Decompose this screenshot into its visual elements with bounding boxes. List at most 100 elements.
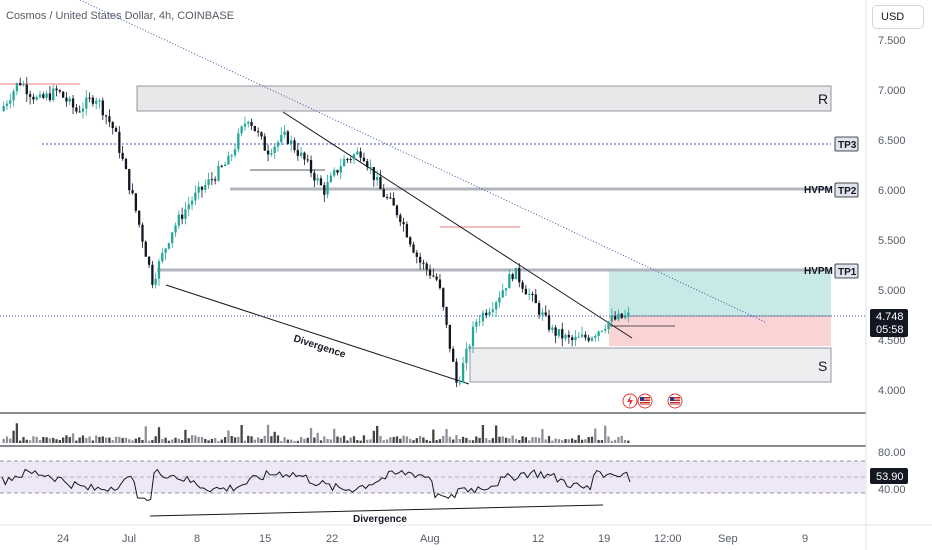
time-tick: 9 [802, 533, 808, 545]
candle-body [91, 97, 95, 104]
candle-body [389, 197, 392, 199]
candle-body [541, 312, 544, 315]
volume-bar [15, 423, 19, 443]
price-tick: 6.000 [878, 185, 906, 197]
candle-body [594, 336, 597, 338]
candle-body [531, 293, 534, 295]
candle-body [240, 126, 243, 134]
volume-bar [270, 436, 273, 443]
volume-bar [309, 428, 313, 443]
volume-bar [98, 436, 101, 443]
volume-bar [557, 439, 561, 443]
price-divergence-line[interactable] [165, 284, 470, 385]
candle-body [32, 96, 35, 100]
volume-bar [544, 439, 547, 443]
candle-body [604, 329, 607, 331]
rsi-tick: 80.00 [878, 447, 906, 459]
volume-bar [9, 438, 12, 443]
candle-body [422, 262, 425, 264]
volume-bar [607, 436, 610, 443]
candle-body [243, 123, 247, 127]
volume-bar [154, 436, 157, 443]
candle-body [471, 326, 475, 347]
price-axis[interactable]: 7.500 7.000 6.500 6.000 5.500 5.000 4.50… [878, 35, 906, 397]
volume-bar [313, 437, 316, 443]
candle-body [617, 313, 620, 320]
candle-body [15, 83, 19, 92]
volume-bar [88, 436, 91, 443]
volume-bar [379, 435, 382, 443]
candle-body [190, 200, 194, 205]
candle-body [319, 178, 323, 186]
candle-body [270, 153, 273, 155]
volume-bar [151, 439, 154, 443]
volume-bar [85, 437, 88, 443]
candle-body [101, 100, 104, 116]
volume-bar [174, 437, 177, 443]
volume-bar [375, 425, 379, 443]
candle-body [42, 94, 45, 98]
candle-body [438, 279, 442, 289]
candle-body [399, 215, 402, 223]
volume-bar [42, 436, 45, 443]
time-axis[interactable]: 24 Jul 8 15 22 Aug 12 19 12:00 Sep 9 [57, 533, 808, 545]
volume-bar [214, 437, 217, 443]
event-icons[interactable] [622, 393, 683, 409]
candle-body [233, 149, 237, 156]
price-tick: 4.000 [878, 385, 906, 397]
candle-body [627, 312, 630, 316]
volume-bar [247, 435, 250, 443]
volume-bar [465, 437, 468, 443]
volume-bar [494, 425, 498, 443]
candle-body [280, 134, 283, 143]
candle-body [498, 297, 501, 303]
candle-body [276, 142, 280, 147]
currency-button[interactable]: USD [872, 5, 924, 29]
candle-body [481, 312, 485, 322]
long-trendline[interactable] [79, 0, 766, 323]
descending-trendline[interactable] [282, 111, 633, 339]
volume-bar [402, 435, 405, 443]
rsi-divergence-label: Divergence [353, 514, 407, 525]
volume-bar [323, 436, 326, 443]
volume-bar [121, 437, 124, 443]
volume-bar [131, 440, 134, 443]
candle-body [329, 175, 333, 183]
candle-body [147, 256, 151, 265]
volume-bar [554, 438, 557, 443]
candle-body [134, 193, 138, 211]
candle-body [75, 107, 78, 112]
candle-body [177, 214, 180, 226]
candle-body [58, 90, 61, 92]
candle-body [465, 348, 468, 364]
volume-bar [627, 440, 630, 443]
volume-bar [356, 440, 359, 443]
volume-bar [45, 437, 48, 443]
resistance-zone[interactable] [136, 85, 832, 112]
tp2-label: TP2 [834, 182, 859, 198]
support-zone[interactable] [469, 347, 832, 383]
candle-body [283, 131, 286, 135]
volume-bar [392, 437, 395, 443]
candle-body [78, 111, 81, 113]
candle-body [121, 152, 124, 159]
svg-text:05:58: 05:58 [876, 324, 904, 336]
volume-bar [316, 432, 319, 443]
rsi-divergence-line[interactable] [149, 504, 604, 517]
volume-bar [382, 440, 385, 443]
volume-bar [333, 428, 336, 443]
volume-bar [299, 436, 303, 443]
candle-body [557, 329, 561, 336]
candle-body [425, 263, 428, 270]
take-profit-zone[interactable] [609, 271, 831, 316]
time-tick: Sep [718, 533, 738, 545]
candle-body [333, 170, 336, 176]
volume-bar [471, 440, 475, 443]
volume-bar [243, 440, 247, 443]
candle-body [306, 159, 309, 161]
time-tick: 22 [326, 533, 338, 545]
volume-bar [537, 437, 541, 443]
candle-body [491, 309, 494, 312]
stop-loss-zone[interactable] [609, 316, 831, 346]
